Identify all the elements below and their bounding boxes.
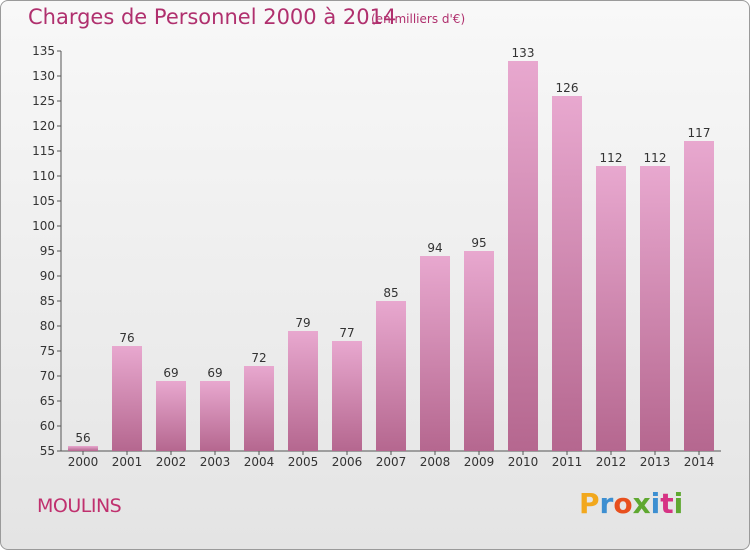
bar-2013: [640, 166, 670, 451]
x-tick-label-2009: 2009: [464, 455, 495, 469]
y-tick-label: 110: [32, 169, 55, 183]
x-tick-label-2006: 2006: [332, 455, 363, 469]
bar-2008: [420, 256, 450, 451]
bar-2005: [288, 331, 318, 451]
data-label-2000: 56: [75, 431, 90, 445]
data-label-2003: 69: [207, 366, 222, 380]
bar-2003: [200, 381, 230, 451]
bar-2001: [112, 346, 142, 451]
y-tick-label: 130: [32, 69, 55, 83]
y-tick-label: 85: [40, 294, 55, 308]
logo-letter: i: [650, 487, 661, 520]
y-tick-label: 55: [40, 444, 55, 458]
y-tick-label: 125: [32, 94, 55, 108]
bar-2010: [508, 61, 538, 451]
x-tick-label-2001: 2001: [112, 455, 143, 469]
y-tick-label: 60: [40, 419, 55, 433]
x-tick-label-2011: 2011: [552, 455, 583, 469]
data-label-2014: 117: [688, 126, 711, 140]
bar-2000: [68, 446, 98, 451]
bar-2007: [376, 301, 406, 451]
x-tick-label-2013: 2013: [640, 455, 671, 469]
bar-2002: [156, 381, 186, 451]
y-tick-label: 135: [32, 44, 55, 58]
bar-2004: [244, 366, 274, 451]
logo-letter: i: [673, 487, 684, 520]
y-tick-label: 105: [32, 194, 55, 208]
logo-letter: o: [613, 487, 633, 520]
data-label-2001: 76: [119, 331, 134, 345]
place-name: MOULINS: [37, 495, 122, 517]
logo-letter: t: [660, 487, 674, 520]
y-tick-label: 100: [32, 219, 55, 233]
logo-letter: r: [599, 487, 614, 520]
bar-2009: [464, 251, 494, 451]
data-label-2013: 112: [644, 151, 667, 165]
chart-title: Charges de Personnel 2000 à 2014: [28, 5, 397, 29]
x-tick-label-2010: 2010: [508, 455, 539, 469]
x-tick-label-2005: 2005: [288, 455, 319, 469]
bar-2006: [332, 341, 362, 451]
data-label-2010: 133: [512, 46, 535, 60]
x-tick-label-2008: 2008: [420, 455, 451, 469]
y-tick-label: 70: [40, 369, 55, 383]
chart-unit: (en milliers d'€): [371, 12, 466, 26]
x-tick-label-2012: 2012: [596, 455, 627, 469]
data-label-2009: 95: [471, 236, 486, 250]
data-label-2008: 94: [427, 241, 442, 255]
data-label-2005: 79: [295, 316, 310, 330]
data-label-2004: 72: [251, 351, 266, 365]
x-tick-label-2003: 2003: [200, 455, 231, 469]
proxiti-logo: Proxiti: [579, 487, 683, 520]
bar-2014: [684, 141, 714, 451]
y-tick-label: 95: [40, 244, 55, 258]
x-tick-label-2007: 2007: [376, 455, 407, 469]
y-tick-label: 90: [40, 269, 55, 283]
x-tick-label-2002: 2002: [156, 455, 187, 469]
data-label-2012: 112: [600, 151, 623, 165]
x-tick-label-2014: 2014: [684, 455, 715, 469]
x-tick-label-2000: 2000: [68, 455, 99, 469]
y-tick-label: 80: [40, 319, 55, 333]
bar-2011: [552, 96, 582, 451]
y-tick-label: 115: [32, 144, 55, 158]
data-label-2002: 69: [163, 366, 178, 380]
logo-letter: x: [632, 487, 651, 520]
data-label-2006: 77: [339, 326, 354, 340]
logo-letter: P: [579, 487, 600, 520]
data-label-2007: 85: [383, 286, 398, 300]
y-tick-label: 65: [40, 394, 55, 408]
y-tick-label: 120: [32, 119, 55, 133]
y-tick-label: 75: [40, 344, 55, 358]
bar-2012: [596, 166, 626, 451]
data-label-2011: 126: [556, 81, 579, 95]
x-tick-label-2004: 2004: [244, 455, 275, 469]
